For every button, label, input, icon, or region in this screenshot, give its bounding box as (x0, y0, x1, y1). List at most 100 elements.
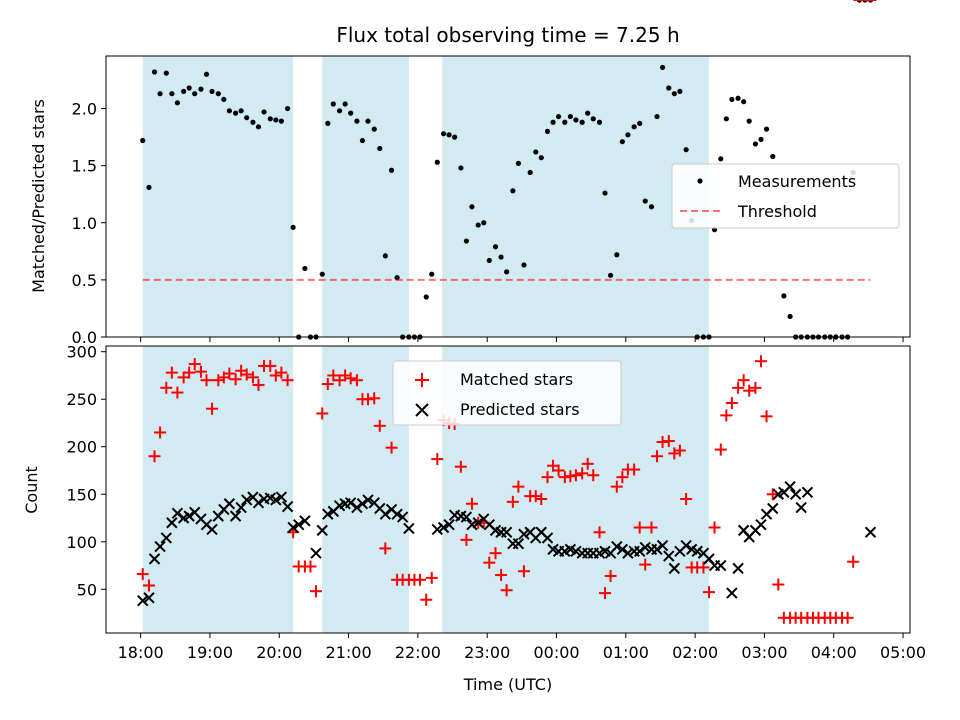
predicted-point (275, 491, 288, 503)
legend-measurements-marker (697, 178, 703, 184)
matched-point (454, 460, 467, 473)
measurement-point (151, 69, 158, 75)
predicted-point (299, 515, 311, 527)
xtick-label: 21:00 (326, 643, 372, 662)
matched-point (529, 490, 542, 503)
predicted-point (362, 494, 374, 506)
measurement-point (267, 116, 273, 122)
predicted-point (616, 543, 629, 556)
measurement-point (377, 145, 383, 152)
matched-point (136, 568, 149, 581)
matched-point (512, 480, 525, 493)
matched-point (252, 378, 265, 391)
predicted-point (570, 545, 582, 557)
legend-measurements-label: Measurements (738, 172, 856, 191)
measurement-point (614, 252, 620, 258)
legend-threshold-label: Threshold (737, 202, 817, 221)
xtick-label: 03:00 (741, 643, 787, 662)
predicted-point (472, 517, 484, 529)
matched-point (281, 374, 294, 387)
predicted-point (310, 547, 322, 559)
measurement-point (186, 85, 192, 91)
matched-point (610, 480, 623, 493)
measurement-point (458, 165, 464, 171)
matched-point (321, 378, 334, 391)
matched-point (772, 578, 785, 591)
matched-point (517, 565, 530, 578)
predicted-point (287, 521, 299, 534)
measurement-point (590, 116, 596, 122)
legend-ratio: Measurements Threshold (671, 163, 900, 229)
chart-title: Flux total observing time = 7.25 h (336, 23, 679, 47)
matched-point (708, 521, 721, 534)
matched-point (373, 419, 386, 432)
predicted-point (229, 510, 242, 522)
predicted-point (541, 532, 554, 544)
observing-interval-0-1 (322, 56, 409, 337)
measurement-point (642, 198, 648, 204)
predicted-point (171, 507, 184, 519)
measurement-point (515, 160, 521, 166)
measurement-point (163, 70, 169, 76)
measurement-point (770, 153, 776, 160)
legend-predicted-label: Predicted stars (460, 400, 580, 419)
measurement-point (325, 120, 331, 126)
predicted-point (715, 559, 727, 572)
matched-point (732, 381, 745, 394)
measurement-point (342, 101, 348, 107)
matched-point (420, 593, 433, 606)
measurement-point (475, 222, 481, 228)
predicted-point (292, 518, 305, 531)
ytick-label: 1.5 (72, 157, 97, 176)
predicted-point (431, 523, 444, 536)
matched-point (165, 366, 178, 379)
matched-point (668, 447, 681, 460)
matched-point (425, 571, 438, 584)
predicted-point (137, 594, 149, 607)
measurement-point (677, 88, 683, 95)
predicted-point (252, 497, 265, 509)
predicted-point (351, 501, 363, 514)
predicted-point (160, 532, 173, 544)
xtick-label: 18:00 (118, 643, 164, 662)
measurement-point (746, 118, 752, 124)
ytick-label: 100 (66, 533, 97, 552)
matched-point (171, 386, 184, 399)
predicted-point (611, 540, 623, 553)
measurement-point (654, 113, 660, 120)
matched-point (604, 569, 617, 582)
ylabel-ratio: Matched/Predicted stars (29, 99, 48, 293)
measurement-point (469, 204, 475, 210)
predicted-point (656, 539, 669, 552)
matched-point (223, 367, 236, 380)
measurement-point (290, 224, 296, 230)
matched-point (616, 471, 629, 484)
measurement-point (221, 96, 227, 103)
measurement-point (631, 124, 637, 130)
predicted-point (396, 511, 409, 523)
matched-point (725, 397, 738, 410)
measurement-point (504, 269, 510, 275)
matched-point (754, 355, 767, 368)
matched-point (599, 587, 612, 600)
measurement-point (521, 262, 527, 268)
predicted-point (316, 524, 328, 537)
measurement-point (544, 128, 551, 134)
matched-point (339, 369, 352, 382)
matched-point (212, 374, 225, 387)
matched-point (385, 441, 398, 454)
measurement-point (683, 147, 689, 153)
matched-point (673, 444, 686, 457)
ytick-label: 300 (66, 343, 97, 362)
measurement-point (510, 188, 516, 194)
measurement-point (659, 64, 666, 71)
matched-point (703, 586, 715, 599)
predicted-point (403, 522, 415, 535)
measurement-point (348, 110, 354, 116)
predicted-point (466, 518, 478, 531)
measurement-point (666, 85, 672, 91)
predicted-point (356, 498, 369, 510)
legend-predicted-marker (415, 403, 429, 417)
predicted-point (789, 488, 802, 500)
